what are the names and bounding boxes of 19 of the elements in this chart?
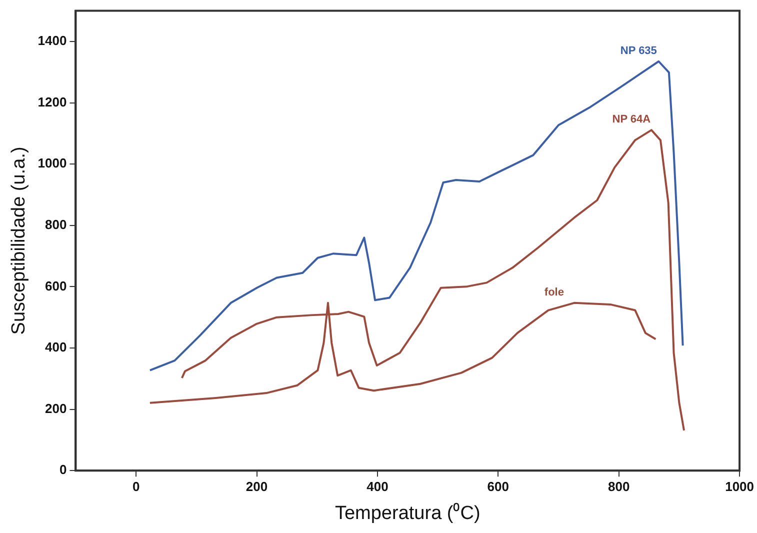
y-axis-title: Susceptibilidade (u.a.) (8, 146, 30, 335)
x-tick-label: 0 (132, 478, 140, 494)
x-tick-label: 600 (487, 478, 509, 494)
x-tick-label: 400 (366, 478, 388, 494)
y-tick-label: 1400 (38, 33, 67, 48)
series-label: fole (544, 286, 564, 298)
x-axis-title: Temperatura (⁰C) (334, 502, 480, 524)
x-tick-label: 200 (246, 478, 268, 494)
series-label: NP 635 (620, 44, 657, 57)
y-tick-label: 600 (45, 278, 67, 294)
x-tick-label: 1000 (725, 478, 754, 494)
y-tick-label: 1000 (38, 156, 67, 171)
y-tick-label: 1200 (38, 94, 67, 110)
x-tick-label: 800 (608, 478, 630, 494)
y-tick-label: 400 (45, 340, 67, 355)
series-label: NP 64A (612, 114, 651, 126)
y-tick-label: 200 (45, 400, 67, 416)
y-tick-label: 800 (45, 216, 67, 232)
y-tick-label: 0 (59, 462, 67, 478)
